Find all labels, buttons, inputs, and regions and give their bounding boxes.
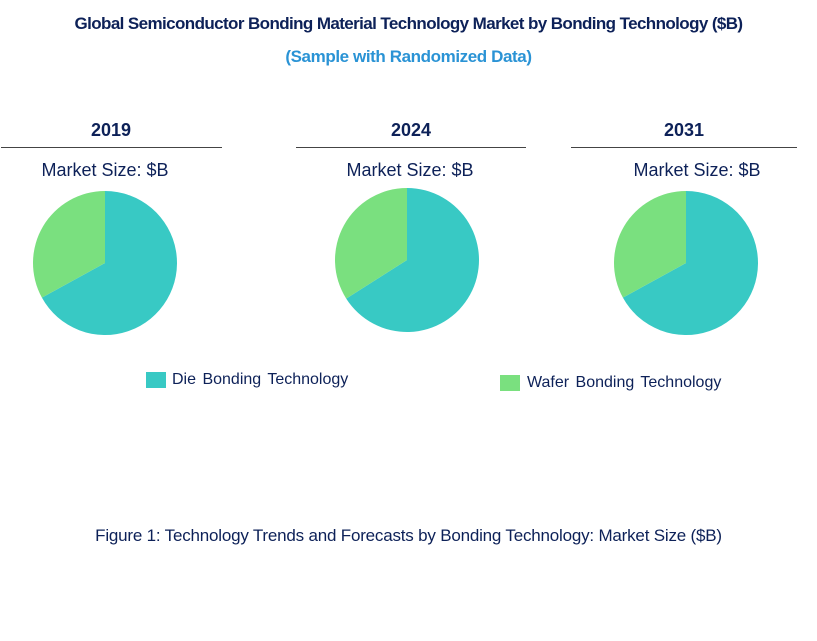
divider-2031: [571, 147, 797, 148]
year-2024-title: 2024: [390, 120, 432, 140]
chart-title: Global Semiconductor Bonding Material Te…: [74, 14, 744, 33]
pie-slice-2031-wafer: [614, 191, 686, 298]
legend-label-wafer: Wafer Bonding Technology: [527, 374, 722, 391]
divider-2019: [1, 147, 222, 148]
figure-caption: Figure 1: Technology Trends and Forecast…: [95, 526, 722, 545]
pie-slice-2031-die: [622, 191, 758, 335]
pie-slice-2024-die: [346, 187, 479, 333]
legend-swatch-wafer: [500, 375, 520, 391]
pie-slice-2019-die: [41, 191, 178, 335]
legend-swatch-die: [146, 372, 166, 388]
year-2031-title: 2031: [663, 120, 705, 140]
year-2019-title: 2019: [90, 120, 132, 140]
pie-slice-2024-wafer: [335, 188, 407, 299]
chart-subtitle: (Sample with Randomized Data): [285, 47, 532, 66]
market-size-label-2019: Market Size: $B: [41, 160, 169, 180]
divider-2024: [296, 147, 526, 148]
legend-label-die: Die Bonding Technology: [172, 371, 349, 388]
pie-slice-2019-wafer: [33, 191, 106, 298]
market-size-label-2031: Market Size: $B: [633, 160, 761, 180]
market-size-label-2024: Market Size: $B: [346, 160, 474, 180]
